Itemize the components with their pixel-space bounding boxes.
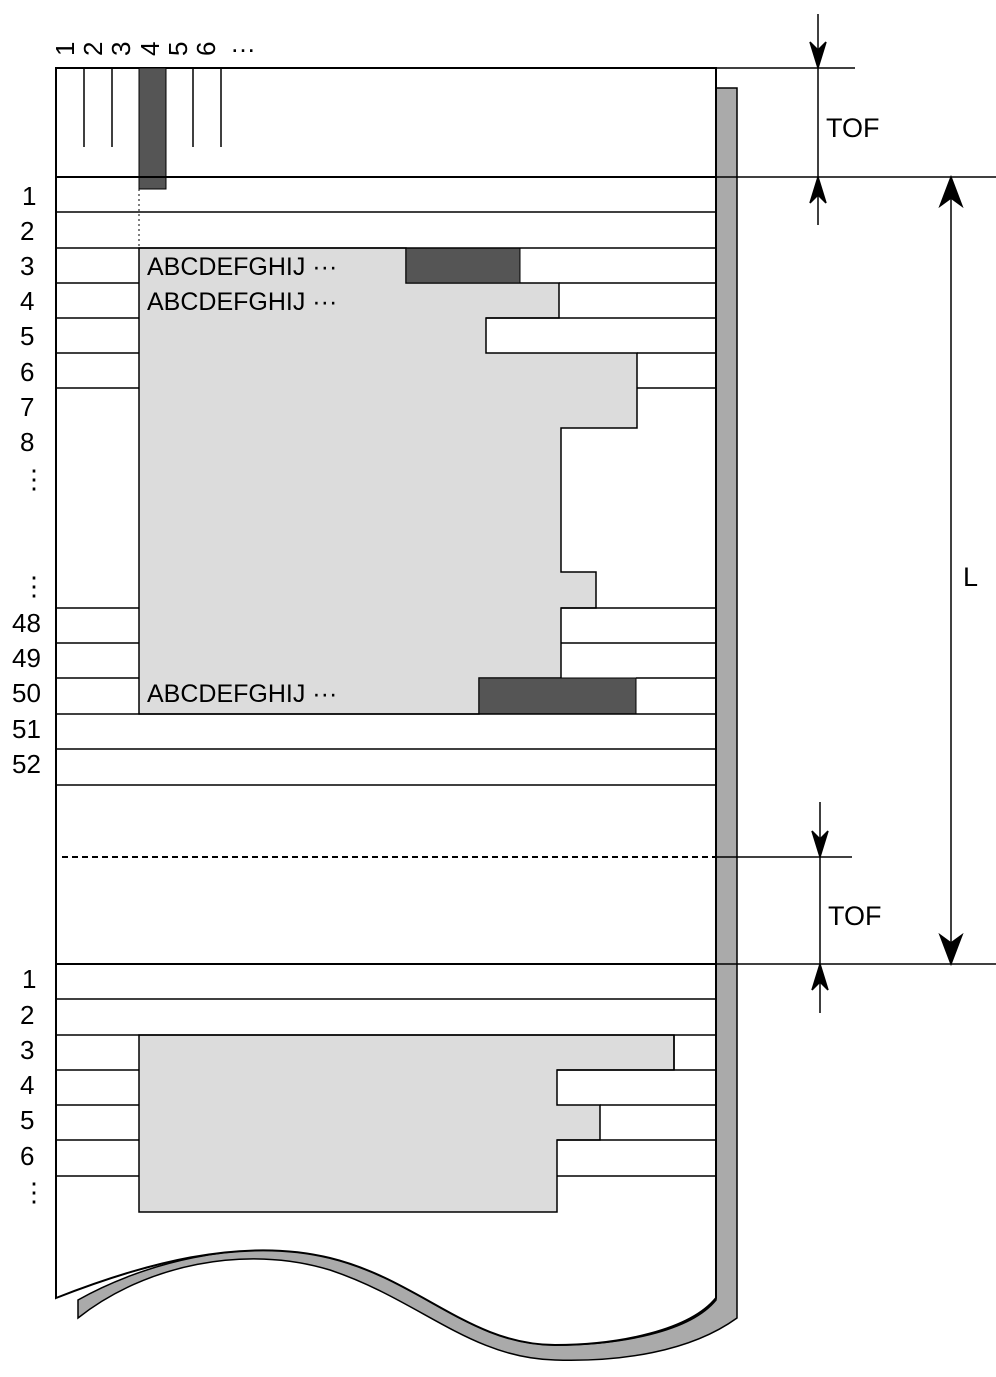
tof-top-dimension (809, 14, 827, 225)
line-number: 3 (20, 251, 34, 281)
line-number: ⋮ (21, 571, 47, 601)
column-ticks (83, 68, 222, 147)
column-number: … (230, 28, 256, 58)
line-number: 4 (20, 286, 34, 316)
line-number: ⋮ (21, 1177, 47, 1207)
dark-block-line50 (478, 677, 637, 715)
column-number: 6 (191, 42, 221, 56)
page1-line-numbers: 1 2 3 4 5 6 7 8 ⋮ ⋮ 48 49 50 51 52 (12, 181, 47, 779)
line-number: 6 (20, 1141, 34, 1171)
print-text-line50: ABCDEFGHIJ ··· (147, 680, 337, 708)
dark-block-line3 (405, 247, 521, 284)
page-length-dimension (938, 174, 964, 967)
line-number: 2 (20, 216, 34, 246)
line-number: 6 (20, 357, 34, 387)
column-number: 5 (163, 42, 193, 56)
reference-lines (716, 67, 996, 965)
page1-line-grid (56, 176, 716, 786)
column-number: 2 (78, 42, 108, 56)
line-number: 49 (12, 643, 41, 673)
line-number: 5 (20, 1105, 34, 1135)
print-text-line4: ABCDEFGHIJ ··· (147, 288, 337, 316)
tof-bottom-label: TOF (828, 901, 882, 931)
line-number: 1 (22, 181, 36, 211)
column-number-labels: 1 2 3 4 5 6 … (50, 28, 256, 58)
line-number: 48 (12, 608, 41, 638)
line-number: 4 (20, 1070, 34, 1100)
line-number: 51 (12, 714, 41, 744)
line-number: 5 (20, 321, 34, 351)
line-number: 8 (20, 427, 34, 457)
print-text-line3: ABCDEFGHIJ ··· (147, 253, 337, 281)
page-length-label: L (963, 562, 978, 592)
line-number: 3 (20, 1035, 34, 1065)
print-head-block (138, 67, 167, 190)
line-number: 7 (20, 392, 34, 422)
column-number: 3 (106, 42, 136, 56)
page2-line-numbers: 1 2 3 4 5 6 ⋮ (20, 964, 47, 1207)
line-number: 2 (20, 1000, 34, 1030)
line-number: 1 (22, 964, 36, 994)
page2-line-grid (56, 963, 716, 1177)
line-number: 50 (12, 678, 41, 708)
column-number: 1 (50, 42, 80, 56)
tof-bottom-dimension (811, 802, 829, 1013)
line-number: 52 (12, 749, 41, 779)
line-number: ⋮ (21, 464, 47, 494)
tof-top-label: TOF (826, 113, 880, 143)
column-number: 4 (135, 42, 165, 56)
